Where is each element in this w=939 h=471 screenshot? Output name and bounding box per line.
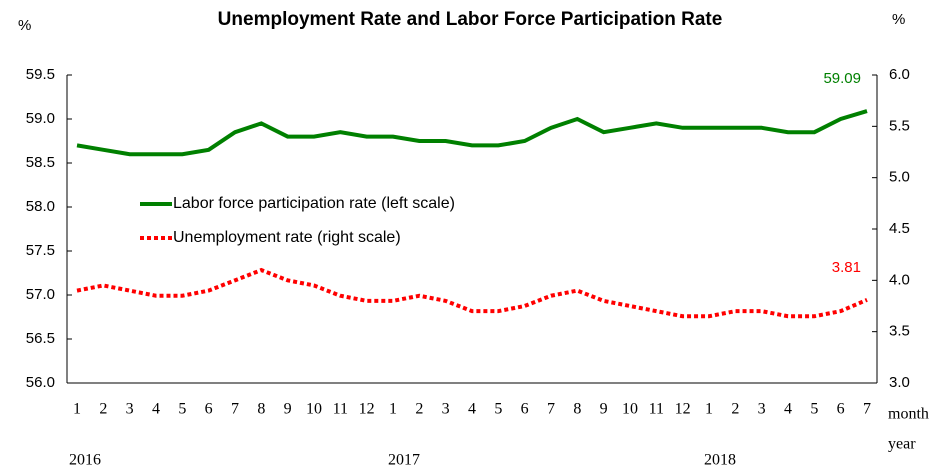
x-tick-label: 3 (442, 401, 450, 418)
y2-tick-label: 4.0 (889, 271, 910, 288)
series-line (76, 109, 868, 157)
legend-label: Labor force participation rate (left sca… (173, 195, 455, 212)
y-tick-label: 57.0 (26, 286, 55, 303)
x-tick-label: 10 (622, 401, 638, 418)
x-tick-label: 6 (521, 401, 529, 418)
x-tick-label: 6 (205, 401, 213, 418)
x-tick-label: 4 (152, 401, 160, 418)
y2-tick-label: 3.0 (889, 374, 910, 391)
y-tick-label: 59.0 (26, 110, 55, 127)
year-label: 2017 (388, 452, 420, 469)
x-tick-label: 11 (649, 401, 664, 418)
x-tick-label: 2 (731, 401, 739, 418)
x-tick-label: 10 (306, 401, 322, 418)
x-tick-label: 9 (284, 401, 292, 418)
x-tick-label: 2 (99, 401, 107, 418)
x-tick-label: 7 (231, 401, 239, 418)
data-label: 59.09 (823, 70, 861, 87)
y2-tick-label: 5.5 (889, 117, 910, 134)
x-tick-label: 3 (126, 401, 134, 418)
y-tick-label: 56.0 (26, 374, 55, 391)
x-tick-label: 1 (389, 401, 397, 418)
x-tick-label: 8 (573, 401, 581, 418)
series-line (76, 267, 868, 319)
x-label: month (888, 406, 929, 423)
x-tick-label: 4 (468, 401, 476, 418)
x-tick-label: 1 (73, 401, 81, 418)
y-tick-label: 57.5 (26, 242, 55, 259)
chart-title: Unemployment Rate and Labor Force Partic… (218, 9, 723, 30)
y-tick-label: 56.5 (26, 330, 55, 347)
y-unit: % (18, 17, 31, 34)
x-tick-label: 5 (494, 401, 502, 418)
x-tick-label: 3 (758, 401, 766, 418)
legend-label: Unemployment rate (right scale) (173, 229, 401, 246)
y2-tick-label: 3.5 (889, 323, 910, 340)
x-tick-label: 9 (600, 401, 608, 418)
y2-unit: % (892, 11, 905, 28)
y2-tick-label: 6.0 (889, 66, 910, 83)
x-group-label: year (888, 436, 916, 453)
x-tick-label: 5 (178, 401, 186, 418)
x-tick-label: 11 (333, 401, 348, 418)
x-tick-label: 7 (547, 401, 555, 418)
x-tick-label: 2 (415, 401, 423, 418)
year-label: 2016 (69, 452, 101, 469)
y2-tick-label: 4.5 (889, 220, 910, 237)
y-tick-label: 59.5 (26, 66, 55, 83)
y2-tick-label: 5.0 (889, 169, 910, 186)
x-tick-label: 12 (359, 401, 375, 418)
data-label: 3.81 (832, 259, 861, 276)
y-tick-label: 58.0 (26, 198, 55, 215)
x-tick-label: 12 (675, 401, 691, 418)
y-tick-label: 58.5 (26, 154, 55, 171)
x-tick-label: 4 (784, 401, 792, 418)
x-tick-label: 5 (810, 401, 818, 418)
x-tick-label: 8 (257, 401, 265, 418)
x-tick-label: 7 (863, 401, 871, 418)
x-tick-label: 1 (705, 401, 713, 418)
x-tick-label: 6 (837, 401, 845, 418)
year-label: 2018 (704, 452, 736, 469)
